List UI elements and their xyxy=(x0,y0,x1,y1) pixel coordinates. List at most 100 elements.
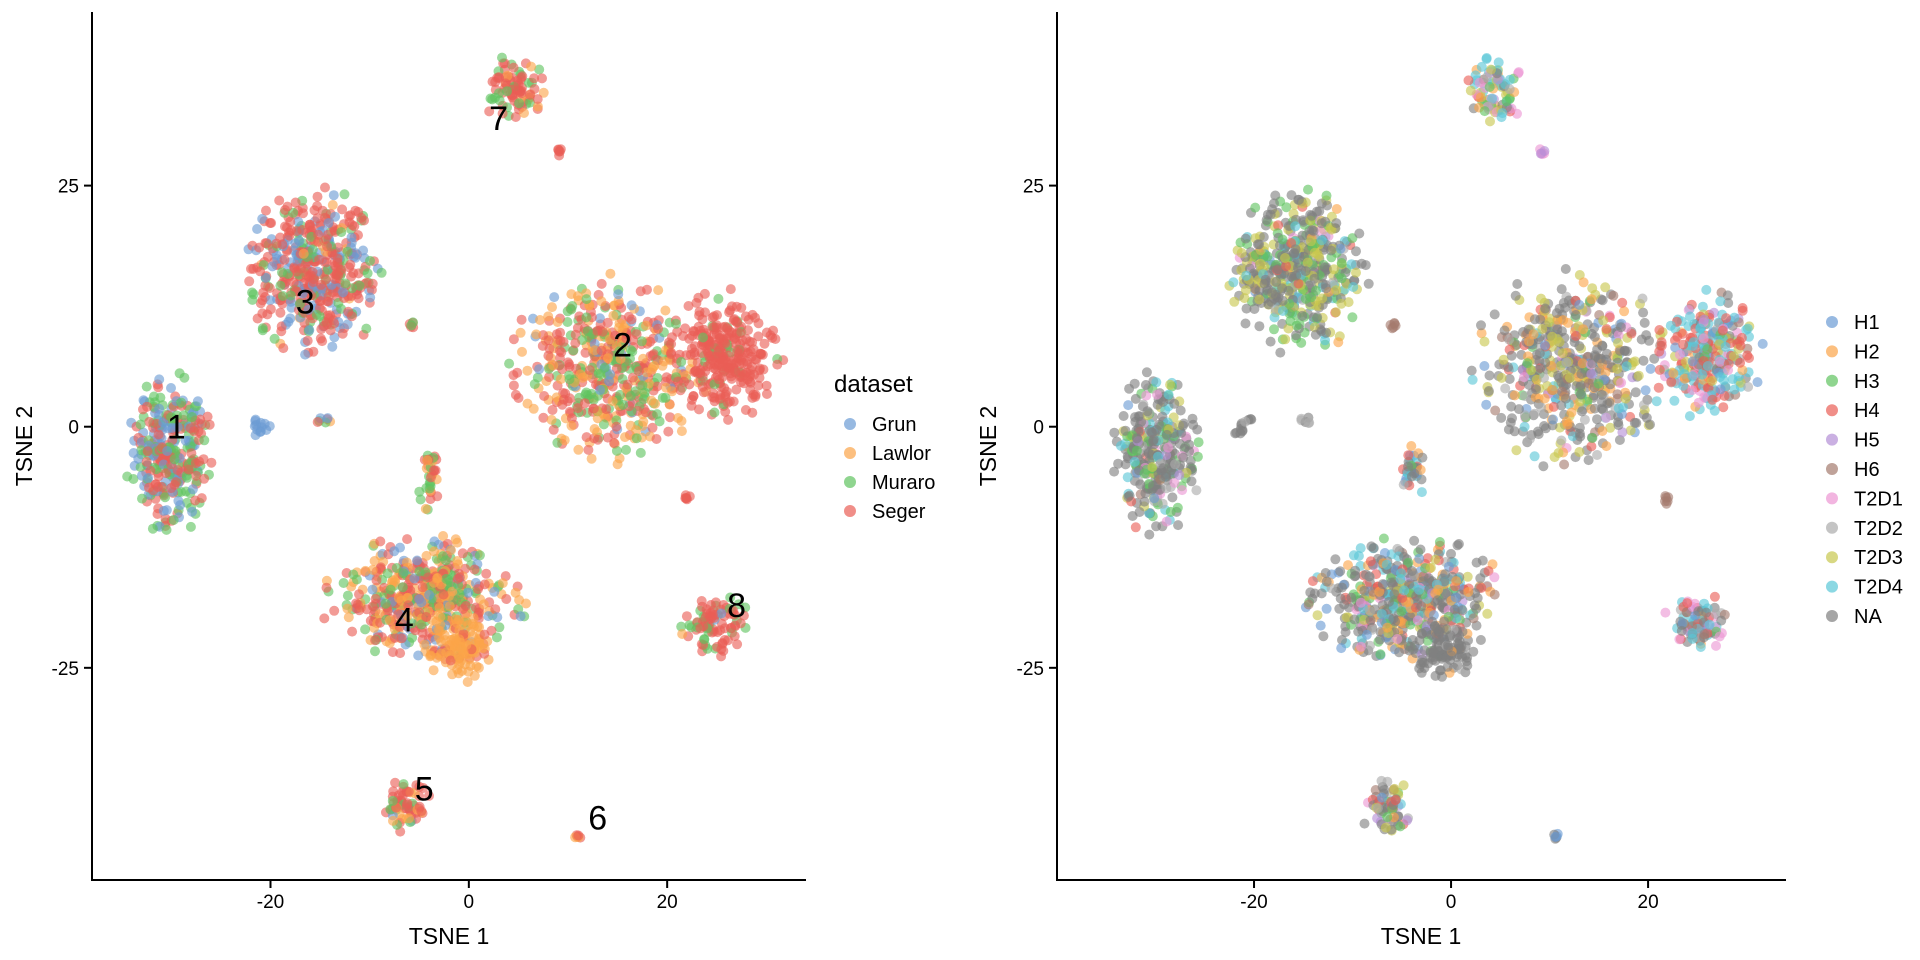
scatter-point xyxy=(472,621,483,632)
scatter-point xyxy=(1275,347,1286,358)
scatter-point xyxy=(581,432,592,443)
scatter-point xyxy=(547,405,558,415)
scatter-point xyxy=(136,470,147,481)
scatter-point xyxy=(1575,389,1586,400)
scatter-point xyxy=(257,308,268,319)
scatter-point xyxy=(199,435,210,446)
scatter-point xyxy=(1656,340,1667,351)
cluster-label: 1 xyxy=(167,409,186,447)
scatter-point xyxy=(1485,116,1495,127)
scatter-point xyxy=(633,366,644,377)
scatter-point xyxy=(543,350,554,361)
scatter-point xyxy=(642,284,652,295)
scatter-point xyxy=(141,456,152,467)
scatter-point xyxy=(660,392,671,403)
scatter-point xyxy=(1375,649,1386,660)
scatter-point xyxy=(1589,403,1600,414)
legend-label: Seger xyxy=(872,501,926,523)
scatter-point xyxy=(1577,406,1587,417)
scatter-point xyxy=(581,294,592,305)
scatter-point xyxy=(1539,393,1550,404)
scatter-point xyxy=(611,421,622,432)
scatter-point xyxy=(1672,331,1683,342)
scatter-point xyxy=(187,484,198,495)
scatter-point xyxy=(1129,378,1140,389)
scatter-point xyxy=(665,412,675,423)
scatter-point xyxy=(528,403,539,414)
scatter-point xyxy=(1409,535,1420,546)
scatter-point xyxy=(1336,273,1347,284)
scatter-point xyxy=(1306,210,1317,221)
cluster-label: 3 xyxy=(296,283,315,321)
scatter-point xyxy=(1351,246,1361,257)
scatter-point xyxy=(316,279,327,290)
scatter-point xyxy=(1613,420,1624,431)
scatter-point xyxy=(1241,303,1252,314)
scatter-point xyxy=(1269,324,1279,335)
scatter-point xyxy=(1450,592,1461,603)
scatter-point xyxy=(1529,451,1540,462)
scatter-point xyxy=(447,586,458,597)
scatter-point xyxy=(322,241,332,252)
left-x-axis-title: TSNE 1 xyxy=(409,923,490,949)
scatter-point xyxy=(1296,337,1307,348)
scatter-point xyxy=(161,524,172,535)
scatter-point xyxy=(1723,365,1734,376)
scatter-point xyxy=(395,648,406,659)
scatter-point xyxy=(667,332,677,343)
scatter-point xyxy=(730,366,741,377)
scatter-point xyxy=(1638,400,1649,410)
scatter-point xyxy=(544,372,555,382)
scatter-point xyxy=(398,568,409,579)
scatter-point xyxy=(343,612,354,623)
scatter-point xyxy=(636,336,647,347)
scatter-point xyxy=(743,325,753,336)
scatter-point xyxy=(1637,293,1648,304)
right-panel: -25 0 25 -20 0 20 TSNE 1 TSNE 2 H1H2H3H4… xyxy=(975,12,1903,949)
scatter-point xyxy=(1336,298,1347,309)
scatter-point xyxy=(1537,324,1548,334)
scatter-point xyxy=(463,620,474,631)
scatter-point xyxy=(626,300,637,311)
scatter-point xyxy=(1553,448,1564,458)
scatter-point xyxy=(1336,643,1347,654)
scatter-point xyxy=(1348,282,1359,292)
scatter-point xyxy=(429,546,440,557)
scatter-point xyxy=(1574,447,1585,457)
scatter-point xyxy=(1547,331,1558,342)
scatter-point xyxy=(1133,411,1144,422)
scatter-point xyxy=(402,534,413,545)
scatter-point xyxy=(1467,374,1478,385)
scatter-point xyxy=(1644,335,1654,346)
scatter-point xyxy=(135,419,146,430)
scatter-point xyxy=(283,316,294,327)
scatter-point xyxy=(432,573,443,584)
scatter-point xyxy=(277,291,288,301)
scatter-point xyxy=(265,304,276,315)
scatter-point xyxy=(1283,285,1294,296)
scatter-point xyxy=(1140,488,1151,499)
scatter-point xyxy=(1407,566,1417,576)
scatter-point xyxy=(1479,336,1490,347)
scatter-point xyxy=(298,208,308,219)
scatter-point xyxy=(695,623,706,634)
scatter-point xyxy=(592,325,603,336)
scatter-point xyxy=(649,361,660,371)
scatter-point xyxy=(621,444,631,455)
scatter-point xyxy=(549,292,560,303)
scatter-point xyxy=(1451,576,1462,587)
scatter-point xyxy=(723,414,734,425)
scatter-point xyxy=(1382,812,1393,823)
scatter-point xyxy=(1320,568,1331,578)
scatter-point xyxy=(275,307,286,318)
scatter-point xyxy=(510,587,521,598)
scatter-point xyxy=(375,562,386,573)
scatter-point xyxy=(1178,420,1188,431)
scatter-point xyxy=(735,345,746,356)
scatter-point xyxy=(340,278,351,289)
scatter-point xyxy=(1129,456,1140,467)
scatter-point xyxy=(483,611,494,622)
scatter-point xyxy=(1364,571,1375,582)
scatter-point xyxy=(1305,236,1316,247)
scatter-point xyxy=(269,333,280,344)
